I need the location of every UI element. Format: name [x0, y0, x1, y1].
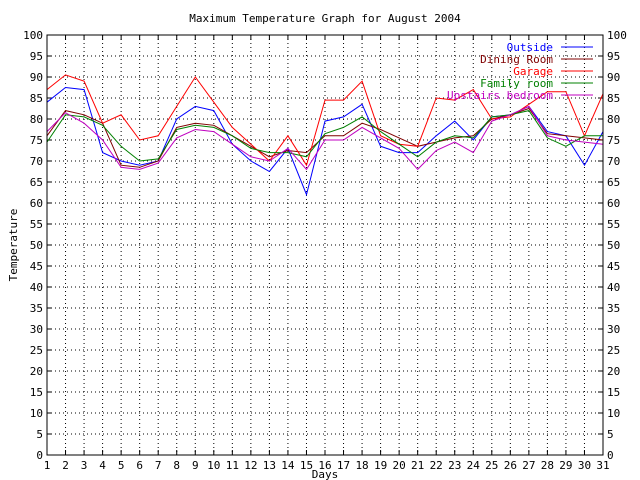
x-tick-label: 26 [504, 459, 517, 472]
series-line-garage [46, 74, 604, 167]
x-tick-label: 1 [44, 459, 51, 472]
y-tick-label-right: 35 [607, 302, 620, 315]
y-tick-label-right: 70 [607, 155, 620, 168]
y-tick-label-right: 15 [607, 386, 620, 399]
x-tick-label: 28 [541, 459, 554, 472]
y-tick-label: 55 [30, 218, 43, 231]
legend-label: Outside [507, 41, 553, 54]
x-tick-label: 14 [281, 459, 295, 472]
y-tick-label: 30 [30, 323, 43, 336]
x-tick-label: 7 [155, 459, 162, 472]
series-line-dining-room [46, 107, 604, 168]
y-tick-label: 10 [30, 407, 43, 420]
legend-label: Garage [513, 65, 553, 78]
y-tick-label-right: 90 [607, 71, 620, 84]
y-tick-label: 85 [30, 92, 43, 105]
legend-label: Dining Room [480, 53, 553, 66]
x-axis-label: Days [312, 468, 339, 480]
y-tick-label-right: 40 [607, 281, 620, 294]
x-tick-label: 25 [485, 459, 498, 472]
y-tick-label-right: 100 [607, 29, 627, 42]
y-tick-label-right: 55 [607, 218, 620, 231]
x-tick-label: 20 [393, 459, 406, 472]
x-tick-label: 5 [118, 459, 125, 472]
chart-title: Maximum Temperature Graph for August 200… [189, 12, 461, 25]
y-tick-label-right: 5 [607, 428, 614, 441]
y-tick-label: 100 [23, 29, 43, 42]
legend-label: Upstairs bedroom [447, 89, 553, 102]
x-tick-label: 19 [374, 459, 387, 472]
x-tick-label: 24 [467, 459, 481, 472]
y-tick-label: 35 [30, 302, 43, 315]
x-tick-label: 6 [136, 459, 143, 472]
x-tick-label: 29 [559, 459, 572, 472]
y-tick-label-right: 85 [607, 92, 620, 105]
y-tick-label: 70 [30, 155, 43, 168]
x-tick-label: 3 [81, 459, 88, 472]
y-tick-label-right: 45 [607, 260, 620, 273]
y-tick-label-right: 95 [607, 50, 620, 63]
x-tick-label: 11 [226, 459, 239, 472]
y-tick-label-right: 60 [607, 197, 620, 210]
x-tick-label: 12 [244, 459, 257, 472]
y-tick-label: 5 [36, 428, 43, 441]
x-tick-label: 18 [355, 459, 368, 472]
x-tick-label: 16 [318, 459, 331, 472]
y-tick-label-right: 65 [607, 176, 620, 189]
x-tick-label: 13 [263, 459, 276, 472]
y-tick-label: 20 [30, 365, 43, 378]
y-tick-label-right: 0 [607, 449, 614, 462]
y-tick-label-right: 10 [607, 407, 620, 420]
y-tick-label-right: 30 [607, 323, 620, 336]
x-tick-label: 21 [411, 459, 424, 472]
y-tick-label-right: 20 [607, 365, 620, 378]
x-tick-label: 2 [62, 459, 69, 472]
y-tick-label-right: 25 [607, 344, 620, 357]
plot-frame [46, 34, 604, 456]
y-tick-label: 40 [30, 281, 43, 294]
x-tick-label: 30 [578, 459, 591, 472]
x-tick-label: 8 [173, 459, 180, 472]
x-tick-label: 4 [99, 459, 106, 472]
y-tick-label: 90 [30, 71, 43, 84]
x-tick-label: 22 [430, 459, 443, 472]
series-line-upstairs-bedroom [46, 105, 604, 171]
y-tick-label: 45 [30, 260, 43, 273]
x-tick-label: 27 [522, 459, 535, 472]
x-tick-label: 23 [448, 459, 461, 472]
y-tick-label: 25 [30, 344, 43, 357]
series-layer [46, 74, 604, 197]
y-tick-label: 0 [36, 449, 43, 462]
y-tick-label: 60 [30, 197, 43, 210]
y-tick-label: 15 [30, 386, 43, 399]
x-tick-label: 9 [192, 459, 199, 472]
y-tick-label: 50 [30, 239, 43, 252]
y-tick-label: 65 [30, 176, 43, 189]
x-tick-label: 10 [207, 459, 220, 472]
y-tick-label: 75 [30, 134, 43, 147]
x-tick-label: 17 [337, 459, 350, 472]
y-axis-label: Temperature [7, 209, 20, 282]
x-tick-label: 31 [596, 459, 609, 472]
y-tick-label: 95 [30, 50, 43, 63]
y-tick-label-right: 50 [607, 239, 620, 252]
y-tick-label-right: 80 [607, 113, 620, 126]
y-tick-label-right: 75 [607, 134, 620, 147]
x-tick-label: 15 [300, 459, 313, 472]
legend-label: Family room [480, 77, 553, 90]
y-tick-label: 80 [30, 113, 43, 126]
